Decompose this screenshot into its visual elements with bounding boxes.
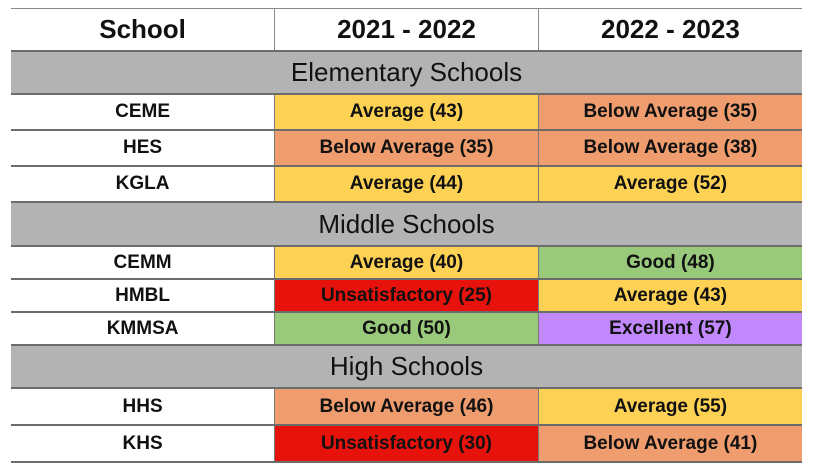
school-name: KMMSA — [11, 312, 275, 346]
rating-cell-2021-2022: Average (43) — [274, 94, 539, 131]
rating-cell-2022-2023: Below Average (41) — [537, 425, 802, 463]
school-ratings-table: School 2021 - 2022 2022 - 2023 Elementar… — [11, 8, 802, 463]
rating-cell-2022-2023: Average (52) — [537, 166, 802, 203]
section-row-high: High Schools — [11, 345, 802, 389]
table-row: KHS Unsatisfactory (30) Below Average (4… — [11, 425, 802, 463]
rating-cell-2021-2022: Below Average (46) — [274, 388, 539, 426]
school-name: CEMM — [11, 246, 275, 280]
section-title: Elementary Schools — [11, 51, 802, 95]
section-title: Middle Schools — [11, 202, 802, 247]
school-name: HHS — [11, 388, 275, 426]
school-name: HMBL — [11, 279, 275, 313]
table-row: KGLA Average (44) Average (52) — [11, 166, 802, 203]
section-row-middle: Middle Schools — [11, 202, 802, 247]
table-row: CEME Average (43) Below Average (35) — [11, 94, 802, 131]
rating-cell-2021-2022: Average (44) — [274, 166, 539, 203]
table-row: HES Below Average (35) Below Average (38… — [11, 130, 802, 167]
table-row: KMMSA Good (50) Excellent (57) — [11, 312, 802, 346]
school-name: KGLA — [11, 166, 275, 203]
rating-cell-2022-2023: Average (55) — [537, 388, 802, 426]
rating-cell-2021-2022: Good (50) — [274, 312, 539, 346]
section-row-elementary: Elementary Schools — [11, 51, 802, 95]
rating-cell-2022-2023: Below Average (38) — [537, 130, 802, 167]
header-row: School 2021 - 2022 2022 - 2023 — [11, 8, 802, 52]
rating-cell-2021-2022: Average (40) — [274, 246, 539, 280]
rating-cell-2021-2022: Unsatisfactory (30) — [274, 425, 539, 463]
school-name: KHS — [11, 425, 275, 463]
rating-cell-2022-2023: Excellent (57) — [537, 312, 802, 346]
rating-cell-2022-2023: Below Average (35) — [537, 94, 802, 131]
table-row: HHS Below Average (46) Average (55) — [11, 388, 802, 426]
rating-cell-2022-2023: Good (48) — [537, 246, 802, 280]
column-header-2021-2022: 2021 - 2022 — [274, 8, 539, 52]
column-header-school: School — [11, 8, 275, 52]
section-title: High Schools — [11, 345, 802, 389]
school-name: CEME — [11, 94, 275, 131]
table-row: HMBL Unsatisfactory (25) Average (43) — [11, 279, 802, 313]
column-header-2022-2023: 2022 - 2023 — [537, 8, 802, 52]
rating-cell-2021-2022: Below Average (35) — [274, 130, 539, 167]
table-row: CEMM Average (40) Good (48) — [11, 246, 802, 280]
rating-cell-2022-2023: Average (43) — [537, 279, 802, 313]
school-name: HES — [11, 130, 275, 167]
rating-cell-2021-2022: Unsatisfactory (25) — [274, 279, 539, 313]
